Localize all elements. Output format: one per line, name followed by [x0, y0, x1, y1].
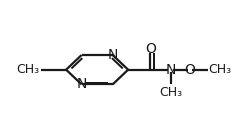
Text: CH₃: CH₃: [208, 63, 232, 76]
Text: N: N: [108, 48, 118, 62]
Text: CH₃: CH₃: [16, 63, 40, 76]
Text: N: N: [166, 63, 176, 77]
Text: CH₃: CH₃: [159, 86, 182, 99]
Text: O: O: [145, 42, 156, 56]
Text: N: N: [76, 77, 87, 91]
Text: O: O: [185, 63, 196, 77]
